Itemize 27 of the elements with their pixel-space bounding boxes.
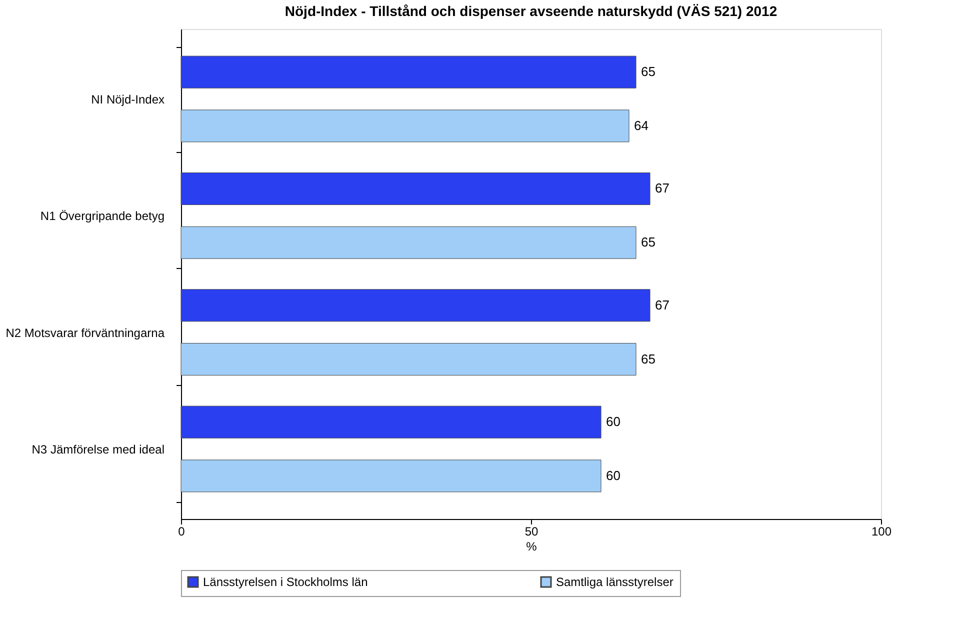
data-label: 60 bbox=[606, 414, 620, 430]
legend-label: Länsstyrelsen i Stockholms län bbox=[203, 575, 368, 589]
y-tick-label: N1 Övergripande betyg bbox=[40, 209, 164, 224]
data-label: 60 bbox=[606, 468, 620, 483]
bar bbox=[180, 110, 630, 142]
chart-title: Nöjd-Index - Tillstånd och dispenser avseende naturskydd (VÄS 521) 2012 bbox=[284, 3, 778, 19]
bar bbox=[180, 406, 602, 438]
x-tick-label: 0 bbox=[178, 524, 186, 538]
data-label: 65 bbox=[641, 64, 656, 80]
y-tick-label: N3 Jämförelse med ideal bbox=[32, 442, 164, 456]
bar bbox=[180, 226, 636, 259]
data-label: 65 bbox=[641, 234, 656, 250]
data-label: 65 bbox=[641, 351, 656, 366]
y-tick-label: N2 Motsvarar förväntningarna bbox=[6, 326, 165, 340]
data-label: 67 bbox=[655, 297, 670, 312]
data-label: 64 bbox=[634, 118, 648, 133]
bar bbox=[180, 460, 602, 492]
bar bbox=[180, 172, 650, 205]
data-label: 67 bbox=[655, 180, 670, 196]
bar bbox=[180, 56, 636, 88]
bar bbox=[180, 343, 636, 376]
bar bbox=[180, 289, 650, 322]
x-tick-label: 100 bbox=[871, 524, 892, 538]
legend-label: Samtliga länsstyrelser bbox=[556, 575, 674, 589]
y-tick-label: NI Nöjd-Index bbox=[91, 92, 164, 106]
x-tick-label: 50 bbox=[524, 524, 538, 538]
x-axis-title: % bbox=[526, 540, 538, 554]
